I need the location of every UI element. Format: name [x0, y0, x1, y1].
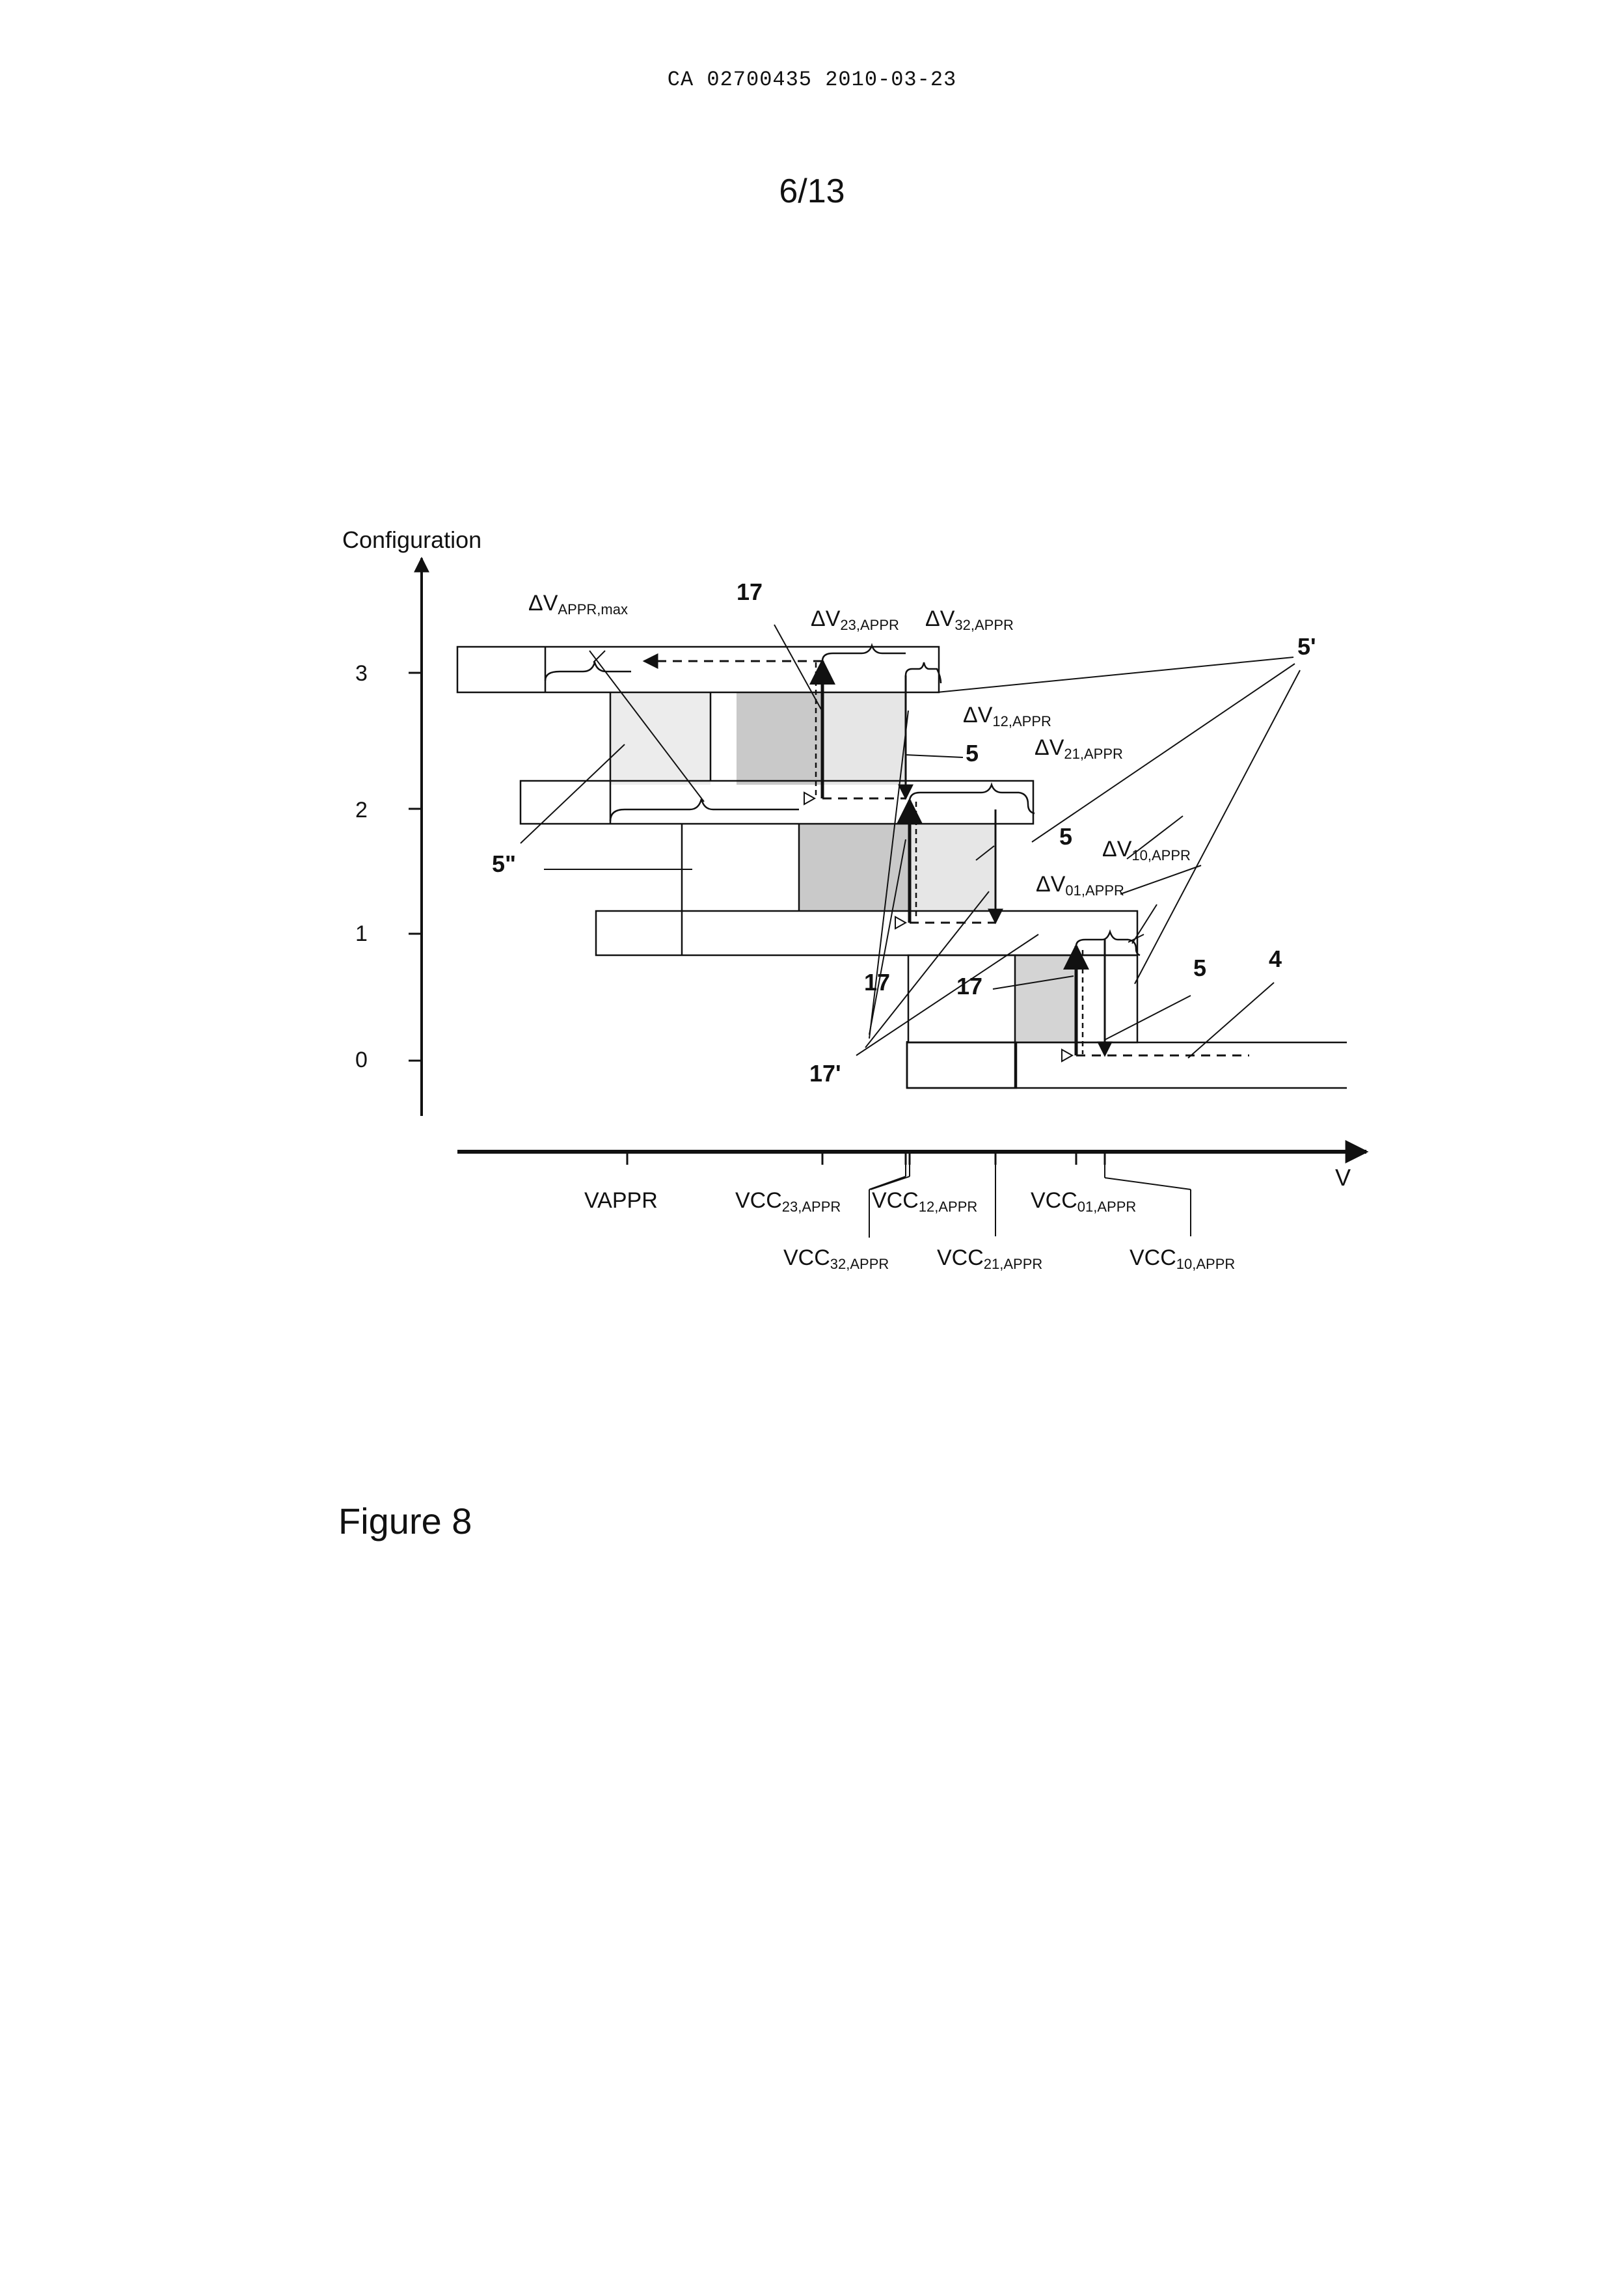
band-level3: [457, 647, 939, 692]
x-tick-vappr: VAPPR: [584, 1188, 658, 1213]
x-tick-vcc01: VCC01,APPR: [1031, 1188, 1136, 1215]
region-5-level3: [822, 692, 906, 785]
region-17-level3: [737, 692, 822, 785]
ref-5-level1: 5: [1193, 955, 1206, 981]
delta-appr-max-label: ΔVAPPR,max: [528, 591, 628, 618]
region-5pp-level3: [610, 692, 710, 785]
delta-21-label: ΔV21,APPR: [1035, 735, 1123, 762]
x-tick-vcc12: VCC12,APPR: [872, 1188, 977, 1215]
region-5-level2: [910, 824, 995, 911]
delta-32-label: ΔV32,APPR: [925, 606, 1014, 633]
x-tick-vcc10: VCC10,APPR: [1130, 1245, 1235, 1272]
x-tick-vcc23: VCC23,APPR: [735, 1188, 841, 1215]
ref-17-left: 17: [864, 969, 890, 996]
y-tick-2: 2: [355, 798, 368, 822]
band-level1: [596, 911, 1137, 955]
band-level0-top: [907, 1042, 1340, 1088]
y-tick-0: 0: [355, 1048, 368, 1072]
ref-17-right: 17: [956, 973, 982, 999]
x-tick-vcc32: VCC32,APPR: [783, 1245, 889, 1272]
ref-5-double-prime: 5": [492, 850, 516, 877]
delta-10-label: ΔV10,APPR: [1102, 837, 1191, 863]
delta-23-label: ΔV23,APPR: [811, 606, 899, 633]
delta-12-label: ΔV12,APPR: [963, 703, 1051, 729]
ref-5-prime: 5': [1297, 633, 1316, 660]
y-tick-3: 3: [355, 661, 368, 686]
band-level2: [521, 781, 1033, 824]
ref-17-prime: 17': [809, 1060, 841, 1087]
figure-caption: Figure 8: [338, 1500, 472, 1542]
ref-4: 4: [1269, 945, 1282, 972]
x-axis-label: V: [1335, 1164, 1351, 1191]
band-level0-box: [907, 1042, 1016, 1088]
ref-5-level3: 5: [966, 740, 979, 767]
y-axis-label: Configuration: [342, 526, 481, 553]
y-tick-1: 1: [355, 921, 368, 946]
shaded-regions: [610, 692, 1075, 1042]
ref-17-top: 17: [737, 578, 763, 605]
region-17-level1: [1015, 955, 1075, 1042]
delta-01-label: ΔV01,APPR: [1036, 872, 1124, 899]
ref-5-level2: 5: [1059, 823, 1072, 850]
x-tick-vcc21: VCC21,APPR: [937, 1245, 1042, 1272]
